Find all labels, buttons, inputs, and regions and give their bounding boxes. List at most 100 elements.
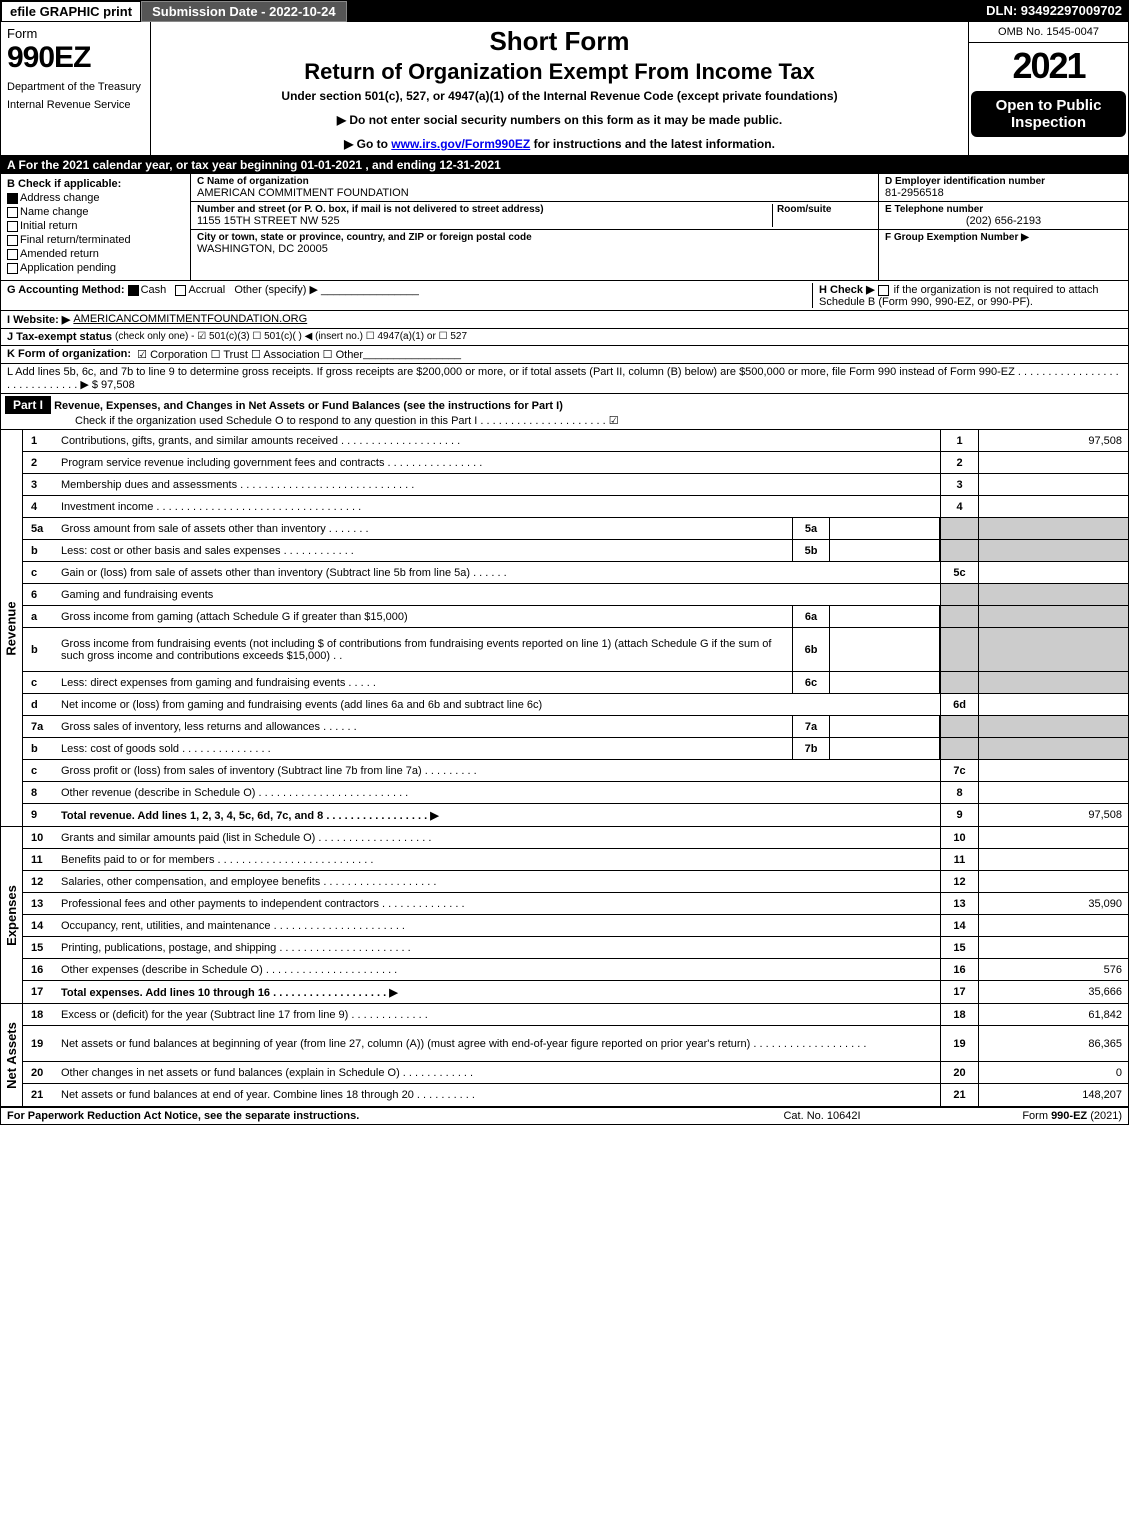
line-15: 15Printing, publications, postage, and s…: [23, 937, 1128, 959]
check-application-pending[interactable]: Application pending: [7, 262, 184, 274]
part-1-badge: Part I: [5, 396, 51, 414]
row-a-calendar-year: A For the 2021 calendar year, or tax yea…: [1, 156, 1128, 174]
dept-treasury: Department of the Treasury: [7, 81, 144, 93]
omb-number: OMB No. 1545-0047: [969, 22, 1128, 43]
row-g: G Accounting Method: Cash Accrual Other …: [7, 283, 802, 296]
checkbox-icon[interactable]: [878, 285, 889, 296]
line-14: 14Occupancy, rent, utilities, and mainte…: [23, 915, 1128, 937]
city-box: City or town, state or province, country…: [191, 230, 878, 257]
checkbox-icon: [7, 235, 18, 246]
check-address-change[interactable]: Address change: [7, 192, 184, 204]
row-k-form-org: K Form of organization: ☑ Corporation ☐ …: [1, 346, 1128, 364]
net-assets-section: Net Assets 18Excess or (deficit) for the…: [1, 1004, 1128, 1108]
form-word: Form: [7, 26, 144, 41]
group-exemption-box: F Group Exemption Number ▶: [879, 230, 1128, 245]
website-value: AMERICANCOMMITMENTFOUNDATION.ORG: [73, 313, 307, 325]
check-amended-return[interactable]: Amended return: [7, 248, 184, 260]
line-6c: cLess: direct expenses from gaming and f…: [23, 672, 1128, 694]
check-name-change[interactable]: Name change: [7, 206, 184, 218]
line-21: 21Net assets or fund balances at end of …: [23, 1084, 1128, 1106]
line-5b: bLess: cost or other basis and sales exp…: [23, 540, 1128, 562]
city-value: WASHINGTON, DC 20005: [197, 243, 872, 255]
line-7c: cGross profit or (loss) from sales of in…: [23, 760, 1128, 782]
check-initial-return[interactable]: Initial return: [7, 220, 184, 232]
address-box: Number and street (or P. O. box, if mail…: [191, 202, 878, 230]
line-7a: 7aGross sales of inventory, less returns…: [23, 716, 1128, 738]
header-center: Short Form Return of Organization Exempt…: [151, 22, 968, 155]
ein-box: D Employer identification number 81-2956…: [879, 174, 1128, 202]
line-6: 6Gaming and fundraising events: [23, 584, 1128, 606]
form-reference: Form 990-EZ (2021): [922, 1110, 1122, 1122]
line-6a: aGross income from gaming (attach Schedu…: [23, 606, 1128, 628]
form-number: 990EZ: [7, 41, 144, 75]
line-19: 19Net assets or fund balances at beginni…: [23, 1026, 1128, 1062]
ein-label: D Employer identification number: [885, 176, 1122, 187]
line-6d: dNet income or (loss) from gaming and fu…: [23, 694, 1128, 716]
submission-date-button[interactable]: Submission Date - 2022-10-24: [141, 1, 347, 22]
phone-value: (202) 656-2193: [885, 215, 1122, 227]
expenses-sidelabel: Expenses: [1, 827, 23, 1003]
line-4: 4Investment income . . . . . . . . . . .…: [23, 496, 1128, 518]
checkbox-icon: [175, 285, 186, 296]
check-final-return[interactable]: Final return/terminated: [7, 234, 184, 246]
efile-print-button[interactable]: efile GRAPHIC print: [1, 1, 141, 22]
part-1-header-row: Part I Revenue, Expenses, and Changes in…: [1, 394, 1128, 430]
section-c: C Name of organization AMERICAN COMMITME…: [191, 174, 878, 280]
row-j-tax-status: J Tax-exempt status (check only one) - ☑…: [1, 329, 1128, 346]
row-h: H Check ▶ if the organization is not req…: [812, 283, 1122, 308]
dept-irs: Internal Revenue Service: [7, 99, 144, 111]
line-17: 17Total expenses. Add lines 10 through 1…: [23, 981, 1128, 1003]
row-g-h: G Accounting Method: Cash Accrual Other …: [1, 281, 1128, 311]
row-i-website: I Website: ▶ AMERICANCOMMITMENTFOUNDATIO…: [1, 311, 1128, 329]
group-exemption-label: F Group Exemption Number ▶: [885, 232, 1122, 243]
part-1-check-line: Check if the organization used Schedule …: [5, 415, 619, 427]
dln-label: DLN: 93492297009702: [980, 1, 1128, 22]
line-7b: bLess: cost of goods sold . . . . . . . …: [23, 738, 1128, 760]
open-to-public: Open to Public Inspection: [971, 91, 1126, 137]
form-title: Return of Organization Exempt From Incom…: [155, 59, 964, 85]
city-label: City or town, state or province, country…: [197, 232, 872, 243]
checkbox-icon: [7, 221, 18, 232]
header-left: Form 990EZ Department of the Treasury In…: [1, 22, 151, 155]
part-1-title: Revenue, Expenses, and Changes in Net As…: [54, 400, 563, 412]
line-13: 13Professional fees and other payments t…: [23, 893, 1128, 915]
checkbox-icon: [128, 285, 139, 296]
section-d-e-f: D Employer identification number 81-2956…: [878, 174, 1128, 280]
net-assets-sidelabel: Net Assets: [1, 1004, 23, 1106]
top-bar: efile GRAPHIC print Submission Date - 20…: [1, 1, 1128, 22]
address-label: Number and street (or P. O. box, if mail…: [197, 204, 772, 215]
section-b: B Check if applicable: Address change Na…: [1, 174, 191, 280]
phone-label: E Telephone number: [885, 204, 1122, 215]
short-form-title: Short Form: [155, 26, 964, 57]
page-footer: For Paperwork Reduction Act Notice, see …: [1, 1108, 1128, 1124]
instructions-note: ▶ Go to www.irs.gov/Form990EZ for instru…: [155, 137, 964, 151]
catalog-number: Cat. No. 10642I: [722, 1110, 922, 1122]
section-b-c-d: B Check if applicable: Address change Na…: [1, 174, 1128, 281]
line-2: 2Program service revenue including gover…: [23, 452, 1128, 474]
line-1: 1Contributions, gifts, grants, and simil…: [23, 430, 1128, 452]
line-18: 18Excess or (deficit) for the year (Subt…: [23, 1004, 1128, 1026]
ein-value: 81-2956518: [885, 187, 1122, 199]
line-11: 11Benefits paid to or for members . . . …: [23, 849, 1128, 871]
address-value: 1155 15TH STREET NW 525: [197, 215, 772, 227]
phone-box: E Telephone number (202) 656-2193: [879, 202, 1128, 230]
row-l-gross-receipts: L Add lines 5b, 6c, and 7b to line 9 to …: [1, 364, 1128, 394]
org-name-label: C Name of organization: [197, 176, 872, 187]
line-12: 12Salaries, other compensation, and empl…: [23, 871, 1128, 893]
line-6b: bGross income from fundraising events (n…: [23, 628, 1128, 672]
revenue-sidelabel: Revenue: [1, 430, 23, 826]
header-right: OMB No. 1545-0047 2021 Open to Public In…: [968, 22, 1128, 155]
form-header: Form 990EZ Department of the Treasury In…: [1, 22, 1128, 156]
checkbox-icon: [7, 207, 18, 218]
line-5c: cGain or (loss) from sale of assets othe…: [23, 562, 1128, 584]
line-10: 10Grants and similar amounts paid (list …: [23, 827, 1128, 849]
org-name-box: C Name of organization AMERICAN COMMITME…: [191, 174, 878, 202]
room-suite-label: Room/suite: [777, 204, 872, 215]
instructions-link[interactable]: www.irs.gov/Form990EZ: [391, 137, 530, 151]
ssn-warning: ▶ Do not enter social security numbers o…: [155, 113, 964, 127]
form-subtitle: Under section 501(c), 527, or 4947(a)(1)…: [155, 89, 964, 103]
line-9: 9Total revenue. Add lines 1, 2, 3, 4, 5c…: [23, 804, 1128, 826]
line-3: 3Membership dues and assessments . . . .…: [23, 474, 1128, 496]
checkbox-icon: [7, 193, 18, 204]
line-16: 16Other expenses (describe in Schedule O…: [23, 959, 1128, 981]
